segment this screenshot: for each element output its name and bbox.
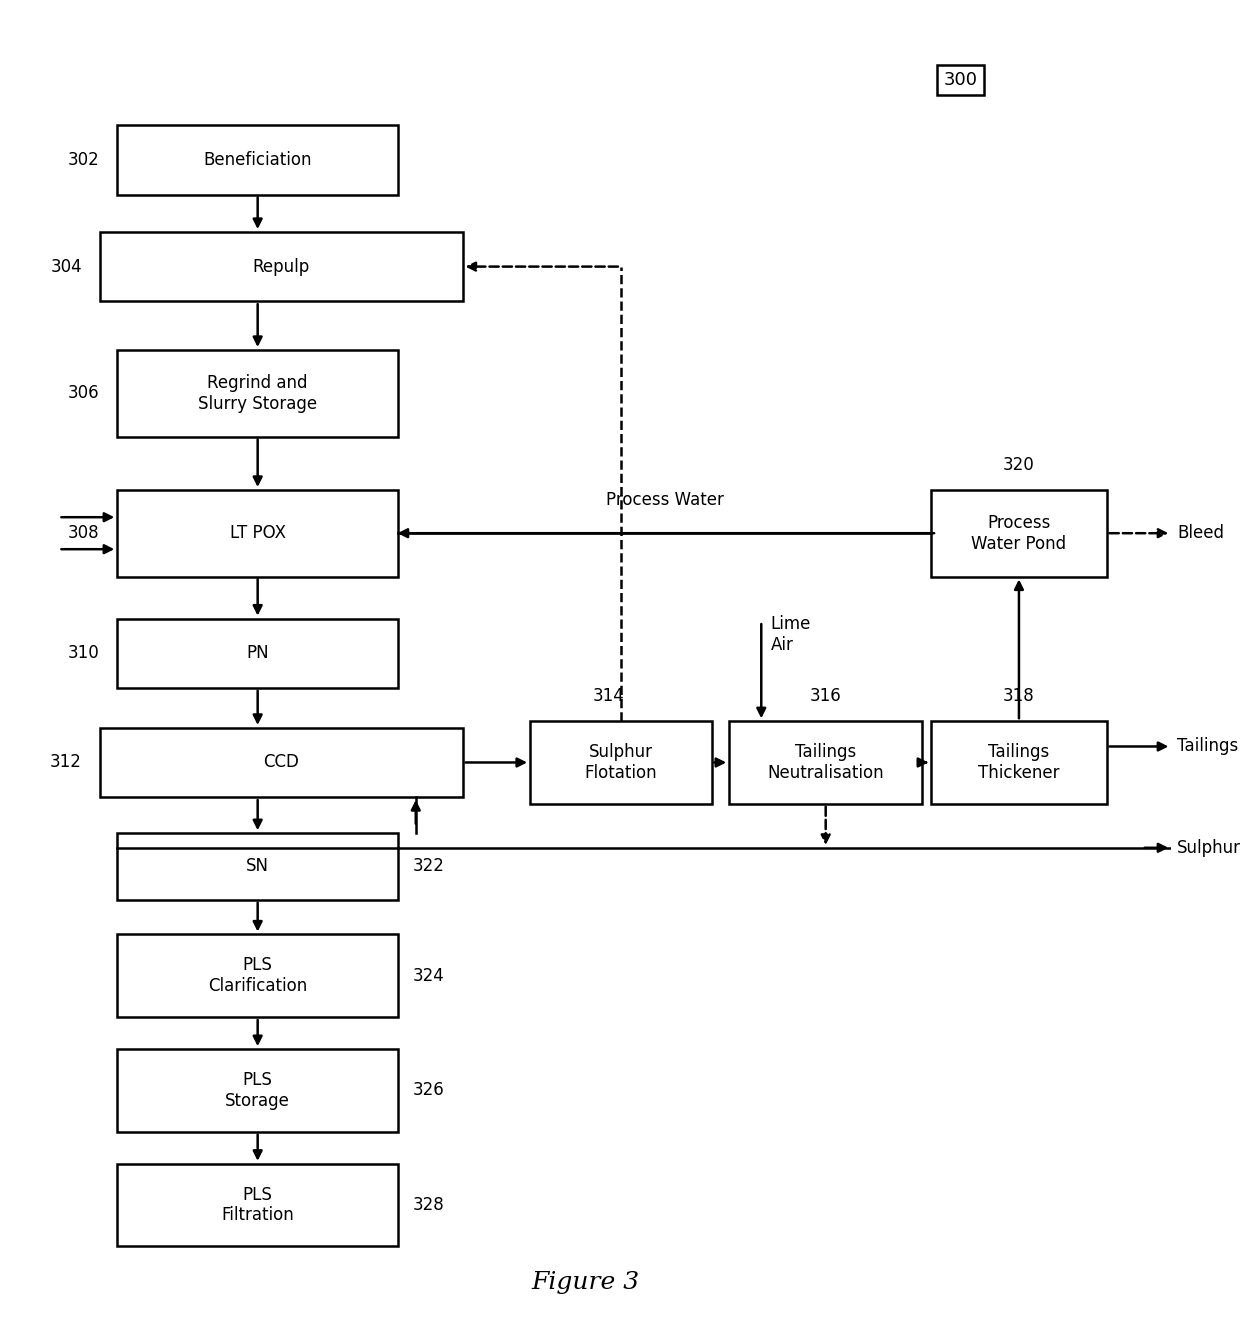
FancyBboxPatch shape <box>117 619 398 688</box>
Text: Sulphur
Flotation: Sulphur Flotation <box>584 742 657 782</box>
Text: Process Water: Process Water <box>605 491 724 509</box>
Text: Regrind and
Slurry Storage: Regrind and Slurry Storage <box>198 373 317 413</box>
Text: Lime
Air: Lime Air <box>770 615 811 655</box>
Text: PN: PN <box>247 644 269 663</box>
Text: 320: 320 <box>1003 456 1035 475</box>
Text: 314: 314 <box>593 686 625 705</box>
Text: Repulp: Repulp <box>253 257 310 276</box>
Text: Sulphur: Sulphur <box>1177 838 1240 857</box>
Text: 318: 318 <box>1003 686 1035 705</box>
Text: CCD: CCD <box>263 753 299 772</box>
FancyBboxPatch shape <box>529 721 712 804</box>
FancyBboxPatch shape <box>931 721 1107 804</box>
Text: Figure 3: Figure 3 <box>532 1270 640 1294</box>
FancyBboxPatch shape <box>117 1049 398 1132</box>
Text: Tailings: Tailings <box>1177 737 1239 756</box>
Text: 326: 326 <box>412 1081 444 1100</box>
Text: Tailings
Neutralisation: Tailings Neutralisation <box>768 742 884 782</box>
FancyBboxPatch shape <box>117 1164 398 1246</box>
FancyBboxPatch shape <box>117 833 398 900</box>
Text: PLS
Clarification: PLS Clarification <box>208 956 308 996</box>
Text: PLS
Storage: PLS Storage <box>226 1070 290 1110</box>
Text: 310: 310 <box>68 644 99 663</box>
Text: SN: SN <box>247 857 269 876</box>
FancyBboxPatch shape <box>729 721 923 804</box>
Text: Process
Water Pond: Process Water Pond <box>971 513 1066 553</box>
Text: 312: 312 <box>50 753 82 772</box>
Text: 304: 304 <box>51 257 82 276</box>
Text: Beneficiation: Beneficiation <box>203 151 312 169</box>
FancyBboxPatch shape <box>117 489 398 576</box>
FancyBboxPatch shape <box>99 232 463 301</box>
FancyBboxPatch shape <box>99 728 463 797</box>
Text: 300: 300 <box>944 71 977 89</box>
FancyBboxPatch shape <box>117 934 398 1017</box>
Text: 324: 324 <box>412 966 444 985</box>
Text: PLS
Filtration: PLS Filtration <box>221 1185 294 1225</box>
Text: 328: 328 <box>412 1196 444 1214</box>
FancyBboxPatch shape <box>931 489 1107 576</box>
Text: 322: 322 <box>412 857 444 876</box>
Text: 308: 308 <box>68 524 99 543</box>
FancyBboxPatch shape <box>117 125 398 195</box>
FancyBboxPatch shape <box>117 349 398 437</box>
Text: 316: 316 <box>810 686 842 705</box>
Text: LT POX: LT POX <box>229 524 285 543</box>
Text: Tailings
Thickener: Tailings Thickener <box>978 742 1060 782</box>
Text: Bleed: Bleed <box>1177 524 1224 543</box>
Text: 302: 302 <box>68 151 99 169</box>
Text: 306: 306 <box>68 384 99 403</box>
